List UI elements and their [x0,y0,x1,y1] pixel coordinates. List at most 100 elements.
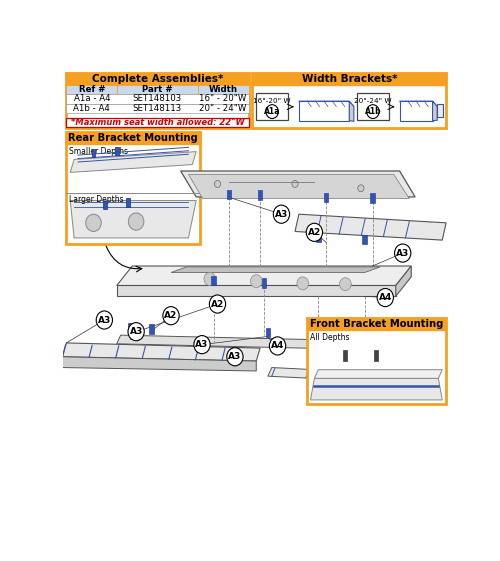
Polygon shape [171,267,380,273]
Text: A4: A4 [378,293,392,302]
FancyBboxPatch shape [66,72,248,128]
FancyBboxPatch shape [357,93,389,120]
FancyBboxPatch shape [118,85,198,94]
Text: A3: A3 [130,327,143,336]
FancyBboxPatch shape [370,194,375,203]
FancyBboxPatch shape [115,148,118,155]
Text: Rear Bracket Mounting: Rear Bracket Mounting [68,133,198,143]
Circle shape [250,275,262,288]
FancyBboxPatch shape [262,278,266,288]
Text: SET148113: SET148113 [133,104,182,113]
Polygon shape [310,378,442,400]
FancyBboxPatch shape [256,93,288,120]
FancyBboxPatch shape [306,318,446,330]
FancyBboxPatch shape [324,192,328,202]
FancyBboxPatch shape [374,350,378,361]
Polygon shape [400,101,437,107]
Polygon shape [400,101,432,121]
FancyBboxPatch shape [198,85,248,94]
Text: Smaller Depths: Smaller Depths [70,147,128,156]
FancyBboxPatch shape [227,190,232,199]
Circle shape [377,288,394,307]
Text: SET148103: SET148103 [133,94,182,103]
FancyBboxPatch shape [306,318,446,404]
Circle shape [128,323,144,341]
Text: A2: A2 [211,300,224,309]
FancyBboxPatch shape [258,190,262,200]
FancyBboxPatch shape [362,235,367,245]
Circle shape [358,185,364,192]
Circle shape [340,278,351,291]
Circle shape [366,105,379,118]
Polygon shape [268,367,446,385]
FancyBboxPatch shape [252,72,446,128]
FancyBboxPatch shape [66,72,248,85]
Polygon shape [299,101,354,107]
Circle shape [292,181,298,187]
FancyBboxPatch shape [437,104,444,117]
FancyBboxPatch shape [316,330,320,339]
Text: 20" - 24"W: 20" - 24"W [200,104,246,113]
FancyBboxPatch shape [66,94,248,104]
FancyBboxPatch shape [150,324,154,334]
FancyBboxPatch shape [66,85,118,94]
Circle shape [194,335,210,354]
FancyBboxPatch shape [266,328,270,337]
Circle shape [345,320,362,338]
Text: Width: Width [208,85,238,94]
FancyBboxPatch shape [92,149,96,157]
Circle shape [128,213,144,230]
Polygon shape [117,266,411,286]
Text: Ref #: Ref # [78,85,105,94]
Text: A1b - A4: A1b - A4 [74,104,110,113]
Text: 16"-20" W: 16"-20" W [254,98,291,104]
Polygon shape [299,101,349,121]
Text: A1b: A1b [364,107,381,116]
Polygon shape [180,171,415,197]
Text: All Depths: All Depths [310,333,349,342]
Circle shape [214,181,220,187]
Circle shape [274,205,289,223]
Text: A3: A3 [228,352,241,361]
Circle shape [210,295,226,313]
Polygon shape [117,286,396,296]
Text: Part #: Part # [142,85,173,94]
Text: A2: A2 [308,228,321,237]
FancyBboxPatch shape [128,324,132,333]
FancyBboxPatch shape [103,200,107,209]
Circle shape [227,348,243,366]
Text: A3: A3 [196,340,208,349]
FancyBboxPatch shape [66,132,200,144]
Circle shape [266,105,278,118]
Polygon shape [188,174,410,199]
Text: A3: A3 [275,210,288,219]
FancyBboxPatch shape [66,132,200,245]
Text: A2: A2 [164,311,177,320]
FancyBboxPatch shape [316,233,320,242]
Text: *Maximum seat width allowed: 22"W: *Maximum seat width allowed: 22"W [70,118,244,127]
FancyBboxPatch shape [362,332,367,341]
Circle shape [163,307,179,325]
Polygon shape [349,101,354,121]
Circle shape [297,277,308,290]
Text: A3: A3 [98,315,111,324]
Polygon shape [314,370,442,378]
Polygon shape [396,266,411,296]
Polygon shape [62,357,256,371]
Circle shape [270,337,285,355]
Text: A3: A3 [396,249,409,257]
FancyBboxPatch shape [344,350,347,361]
Polygon shape [117,335,400,350]
Text: Complete Assemblies*: Complete Assemblies* [92,73,223,84]
Circle shape [86,214,101,232]
Text: 20"-24" W: 20"-24" W [354,98,392,104]
Text: A4: A4 [271,342,284,351]
Circle shape [306,223,322,241]
Text: A1a - A4: A1a - A4 [74,94,110,103]
Polygon shape [432,101,437,121]
Text: Front Bracket Mounting: Front Bracket Mounting [310,319,443,329]
Circle shape [394,244,411,262]
Circle shape [204,273,216,286]
FancyBboxPatch shape [66,118,248,127]
Text: A2: A2 [346,324,360,333]
